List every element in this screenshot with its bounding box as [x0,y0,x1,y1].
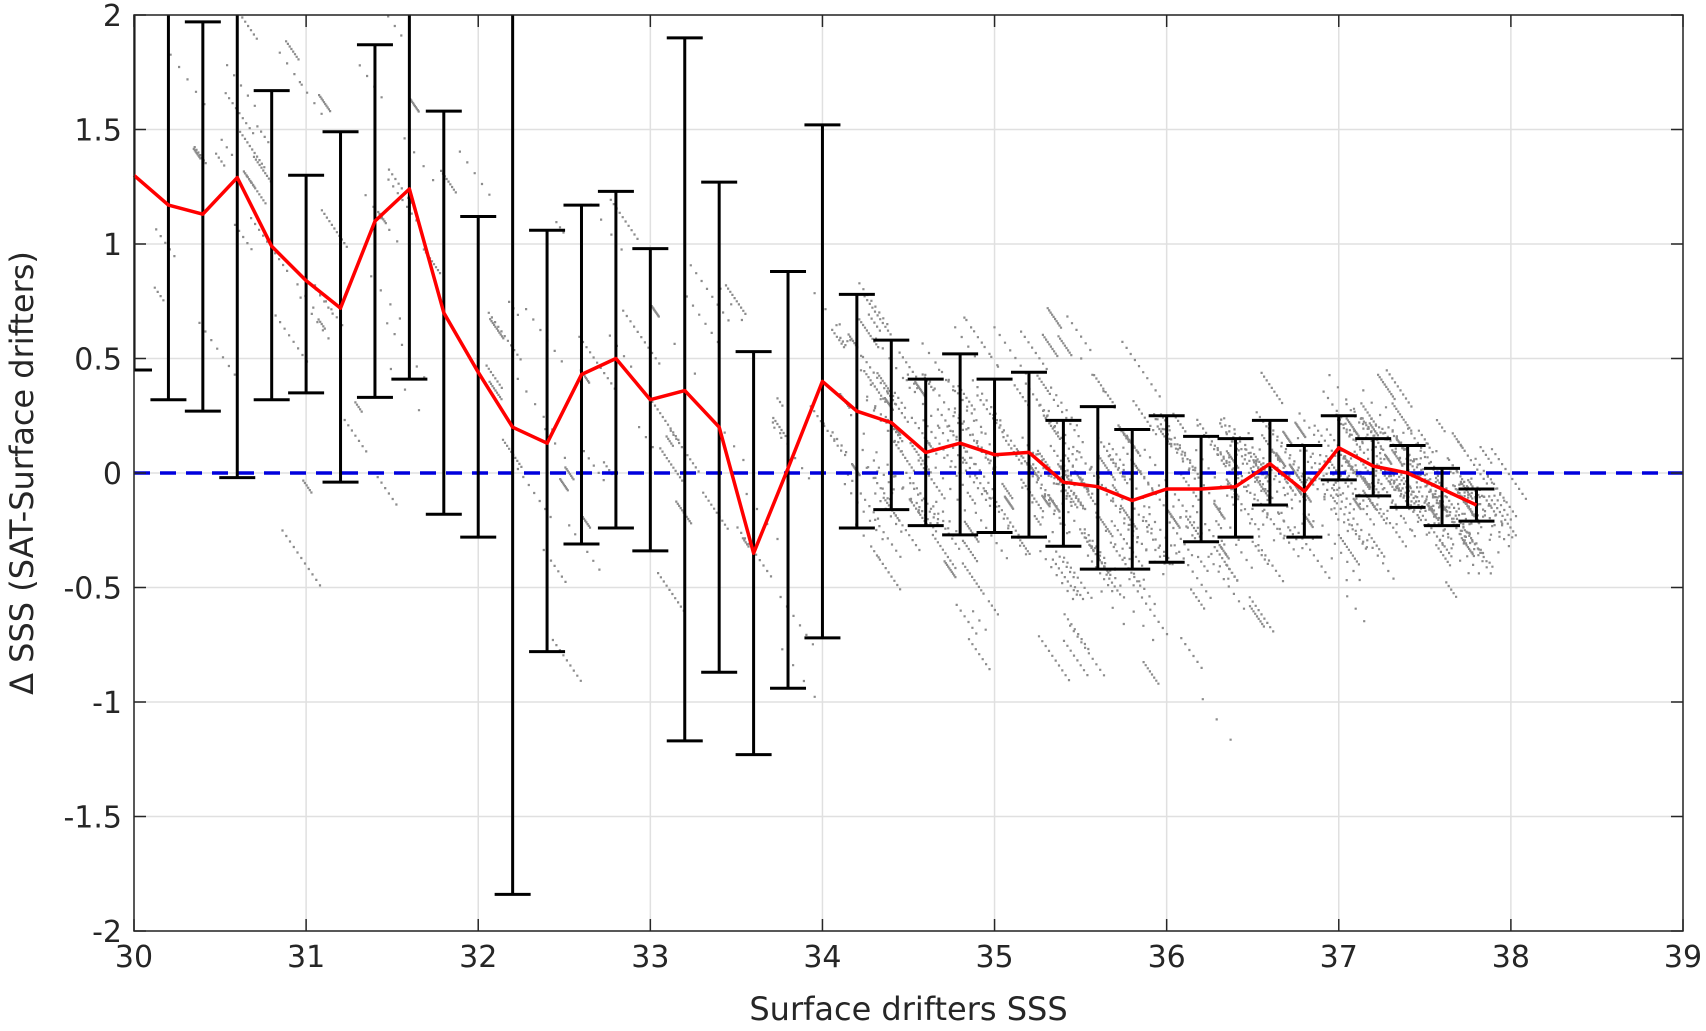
y-tick-label: -2 [92,915,122,950]
error-bar [770,269,807,690]
tick-labels: 30 31 32 33 34 35 36 37 38 39 -2 -1.5 -1 -0.5 0 0.5 1 1.5… [63,0,1702,975]
scatter-point-cloud [153,15,1527,741]
x-tick-label: 37 [1320,940,1358,975]
y-tick-label: -1 [92,686,122,721]
y-tick-label: 2 [103,0,122,34]
error-bar [184,20,221,413]
x-tick-label: 30 [115,940,153,975]
mean-line [132,173,1478,555]
x-tick-label: 35 [975,940,1013,975]
x-tick-label: 39 [1664,940,1702,975]
y-tick-label: 1.5 [74,114,122,149]
y-tick-label: -1.5 [63,801,122,836]
grid [133,14,1684,932]
error-bars [134,15,1495,896]
error-bar [219,15,256,480]
x-tick-label: 31 [287,940,325,975]
error-bar [873,338,910,512]
x-tick-label: 32 [459,940,497,975]
x-axis-label: Surface drifters SSS [749,990,1067,1028]
axes [133,14,1684,932]
x-tick-label: 34 [803,940,841,975]
error-bar [1424,466,1461,528]
scatter-points [153,15,1527,741]
y-tick-label: 0 [103,457,122,492]
binned-mean-line [132,173,1478,555]
error-bar [460,215,497,539]
x-tick-label: 38 [1492,940,1530,975]
error-bar [391,15,428,381]
x-tick-label: 33 [631,940,669,975]
error-bar [288,173,325,395]
error-bar [1389,444,1426,509]
y-tick-label: -0.5 [63,572,122,607]
error-bar [494,15,531,896]
error-bar [134,15,152,372]
x-tick-label: 36 [1148,940,1186,975]
y-tick-label: 1 [103,228,122,263]
y-axis-label: Δ SSS (SAT-Surface drifters) [3,251,41,695]
error-bar [150,15,187,402]
y-tick-label: 0.5 [74,343,122,378]
